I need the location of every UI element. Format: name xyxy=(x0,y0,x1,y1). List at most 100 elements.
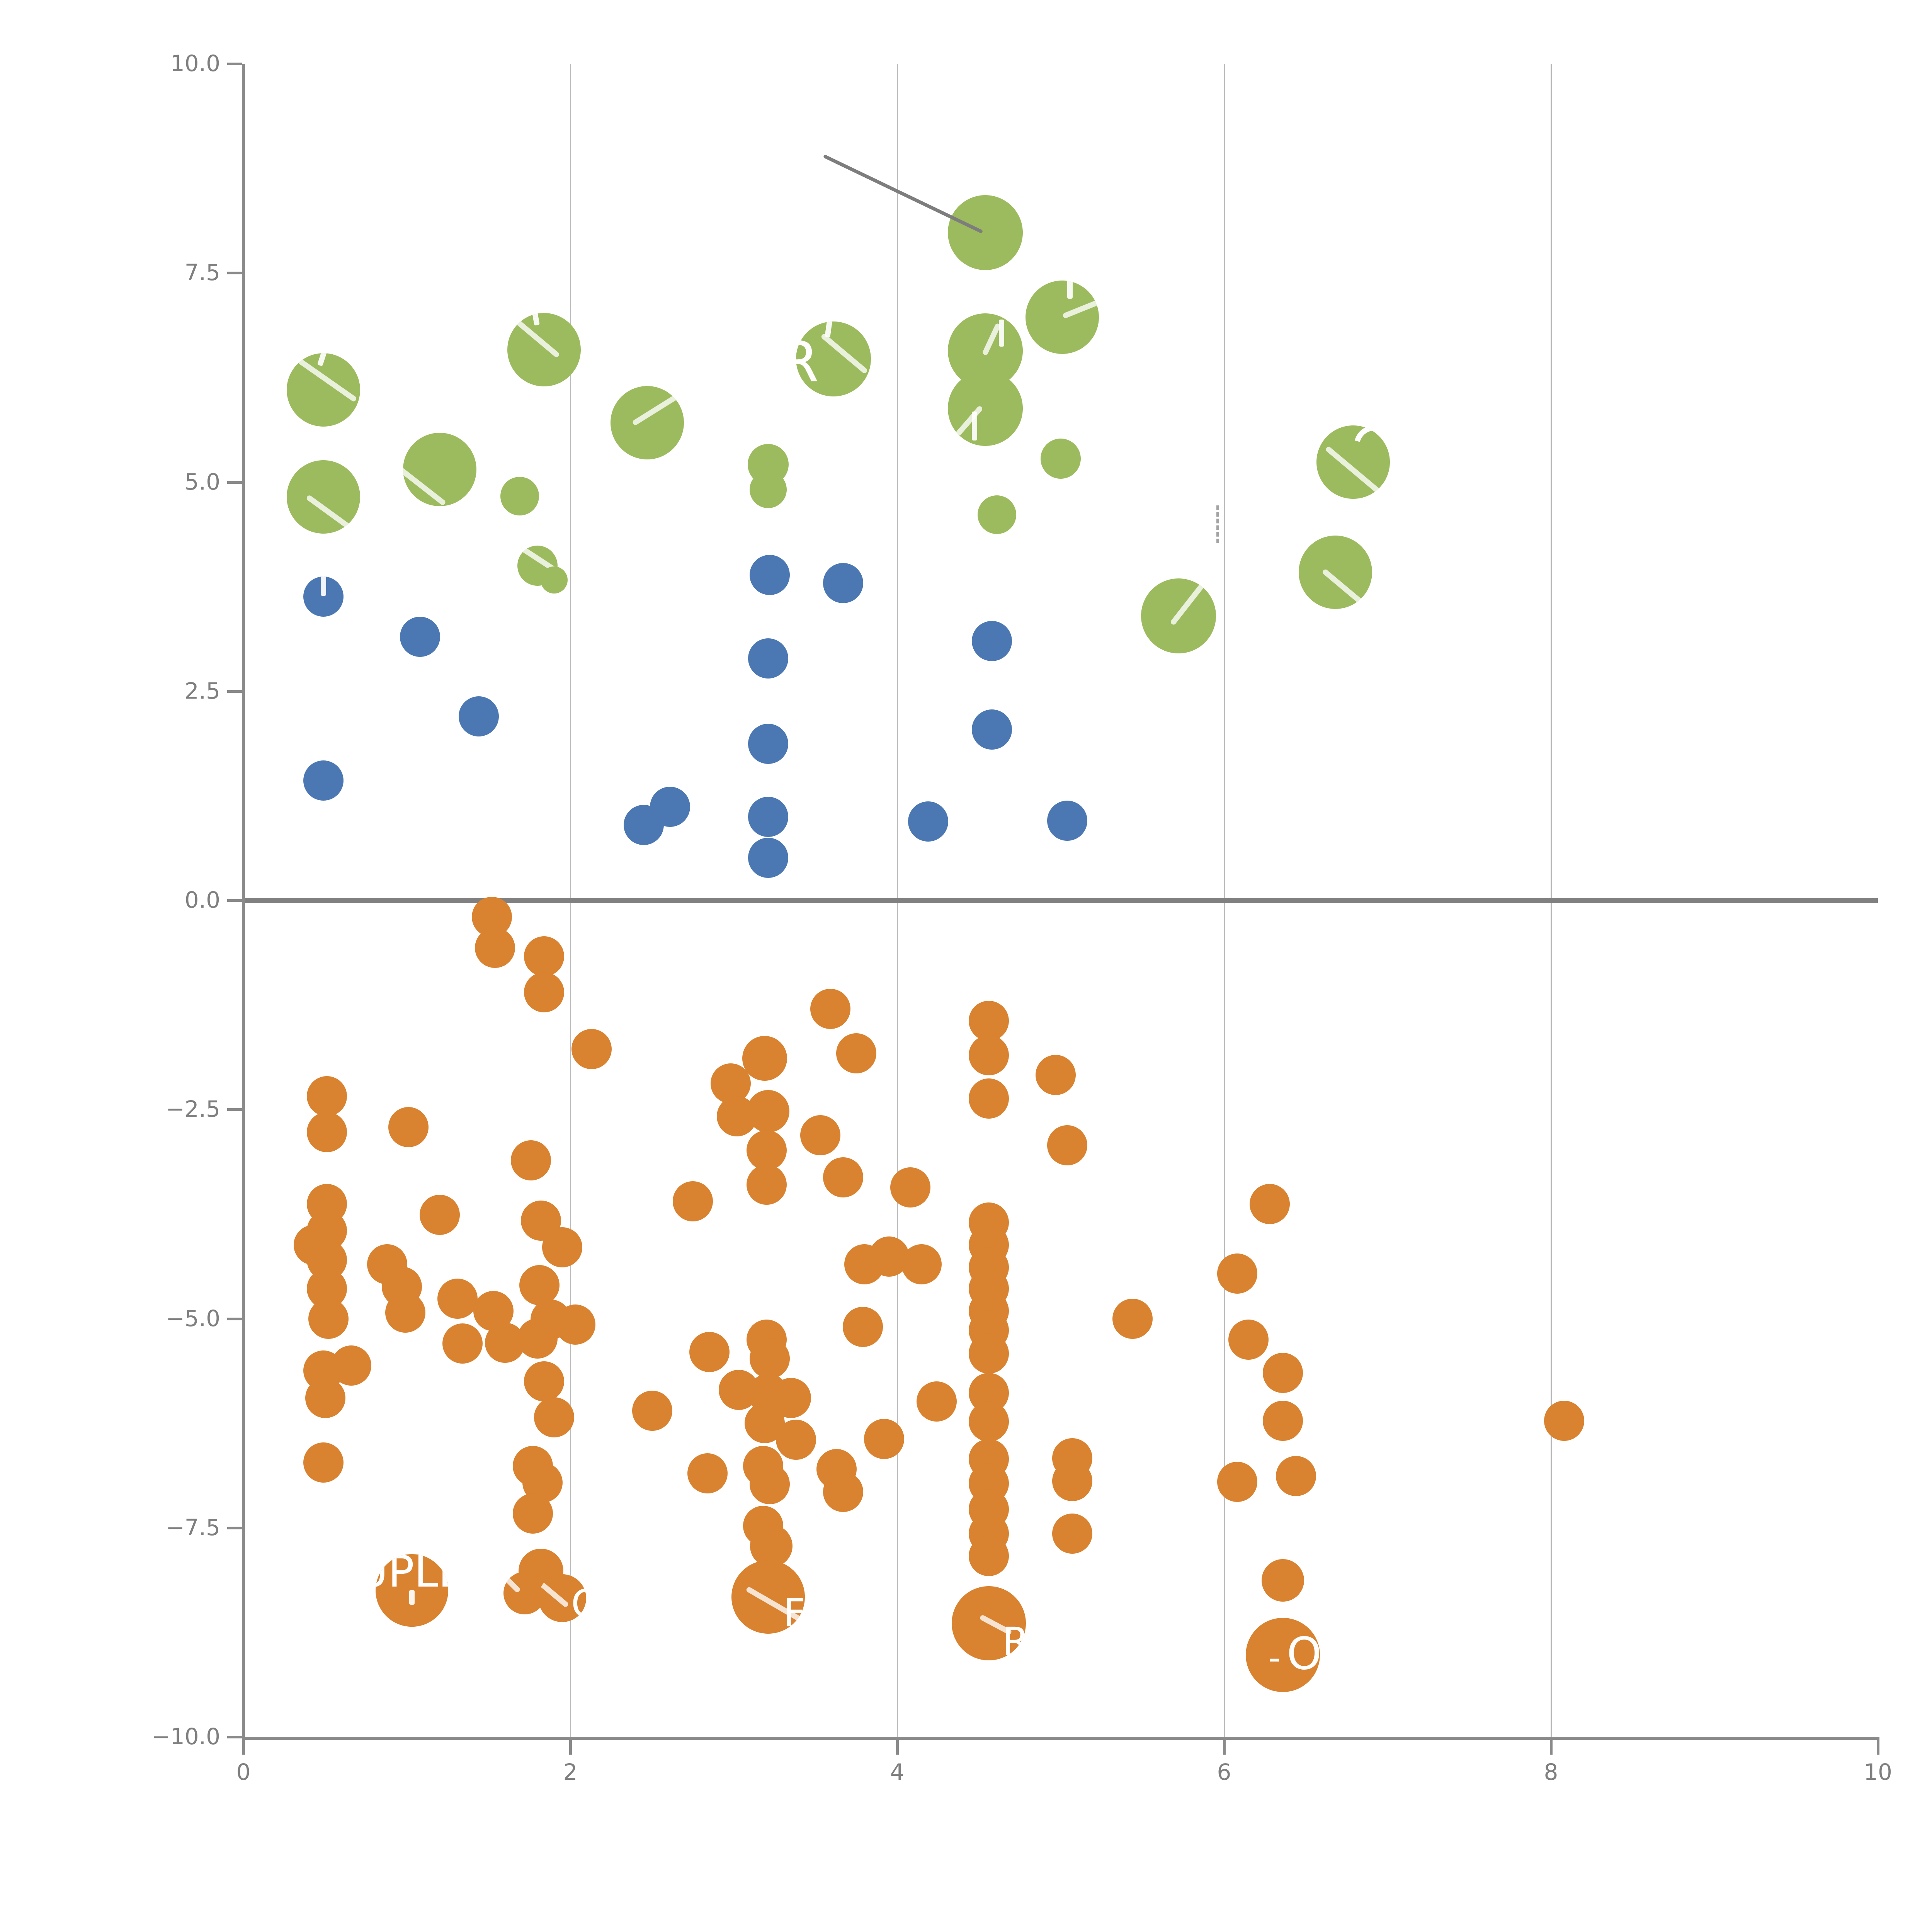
label-fragment-tick xyxy=(321,577,327,596)
orange-dot xyxy=(306,1112,347,1152)
orange-dot xyxy=(1262,1559,1304,1602)
label-fragment-slash xyxy=(1169,578,1212,626)
dashed-segment xyxy=(1216,505,1219,543)
orange-dot xyxy=(1052,1461,1092,1501)
x-tick-4 xyxy=(896,1740,899,1755)
blue-dot xyxy=(303,760,344,801)
y-tick-7.5 xyxy=(227,272,242,275)
label-fragment-tick xyxy=(409,1590,415,1605)
orange-dot xyxy=(1052,1513,1092,1554)
orange-dot xyxy=(437,1278,478,1319)
orange-dot xyxy=(673,1181,713,1222)
y-tick--2.5 xyxy=(227,1108,242,1111)
y-tick-label: −10.0 xyxy=(151,1723,220,1750)
x-tick-6 xyxy=(1223,1740,1226,1755)
orange-dot xyxy=(385,1293,425,1333)
orange-dot xyxy=(475,928,515,968)
orange-dot xyxy=(511,1140,551,1181)
green-bubble xyxy=(1026,280,1099,354)
label-fragment-slash xyxy=(631,386,684,426)
orange-dot xyxy=(747,1090,789,1133)
orange-dot xyxy=(689,1332,730,1372)
orange-dot xyxy=(687,1453,728,1494)
orange-dot xyxy=(843,1307,883,1347)
label-fragment-tick xyxy=(317,353,328,367)
blue-dot xyxy=(748,724,788,764)
y-tick-label: 5.0 xyxy=(184,468,220,495)
label-fragment-slash xyxy=(982,322,1002,356)
y-tick--10 xyxy=(227,1736,242,1738)
orange-dot: O- xyxy=(1246,1617,1320,1692)
orange-dot xyxy=(864,1419,905,1459)
orange-dot xyxy=(1263,1400,1303,1441)
orange-dot xyxy=(1217,1461,1257,1502)
orange-dot xyxy=(1228,1319,1269,1360)
orange-dot xyxy=(331,1345,372,1386)
orange-dot xyxy=(571,1029,612,1070)
blue-dot xyxy=(823,563,864,604)
orange-dot xyxy=(1112,1298,1153,1339)
blue-dot xyxy=(748,837,788,878)
orange-dot xyxy=(524,972,565,1013)
x-tick-8 xyxy=(1550,1740,1553,1755)
green-bubble xyxy=(1316,425,1390,499)
green-bubble xyxy=(507,313,581,387)
label-fragment-slash xyxy=(1062,300,1098,319)
orange-dot xyxy=(750,1525,793,1568)
orange-dot xyxy=(555,1304,595,1345)
x-axis-spine xyxy=(242,1737,1879,1740)
orange-dot xyxy=(968,1333,1009,1374)
orange-dot xyxy=(632,1390,672,1431)
label-fragment-slash xyxy=(955,405,983,437)
orange-dot xyxy=(968,1000,1009,1041)
blue-dot xyxy=(1047,801,1087,841)
orange-dot xyxy=(901,1244,942,1284)
orange-dot xyxy=(308,1298,349,1339)
blue-dot xyxy=(650,786,690,827)
y-tick--7.5 xyxy=(227,1526,242,1529)
orange-dot xyxy=(776,1420,816,1460)
orange-dot xyxy=(810,989,850,1029)
orange-dot xyxy=(800,1115,841,1156)
y-tick--5 xyxy=(227,1317,242,1320)
orange-dot xyxy=(1544,1400,1584,1441)
green-bubble xyxy=(978,495,1017,534)
blue-dot xyxy=(748,638,788,679)
label-fragment-text: O xyxy=(1287,1628,1320,1680)
orange-dot xyxy=(524,936,565,977)
orange-dot xyxy=(1036,1055,1076,1095)
orange-dot xyxy=(512,1493,553,1534)
annotation-line xyxy=(823,154,983,234)
blue-dot xyxy=(303,577,344,617)
orange-dot xyxy=(968,1401,1009,1442)
orange-dot xyxy=(916,1381,957,1422)
orange-dot xyxy=(836,1033,877,1074)
x-tick-10 xyxy=(1877,1740,1879,1755)
y-tick-5 xyxy=(227,481,242,484)
x-tick-0 xyxy=(242,1740,245,1755)
x-tick-label: 10 xyxy=(1864,1759,1892,1785)
label-fragment-text: - xyxy=(1268,1637,1281,1678)
orange-dot xyxy=(968,1536,1009,1577)
label-fragment-tick xyxy=(531,313,540,326)
y-tick-label: −5.0 xyxy=(166,1305,220,1332)
green-bubble xyxy=(1298,536,1372,609)
orange-dot xyxy=(890,1167,930,1208)
orange-dot xyxy=(419,1195,460,1235)
green-bubble xyxy=(610,386,684,459)
y-tick-label: −2.5 xyxy=(166,1096,220,1122)
blue-dot xyxy=(400,617,440,657)
orange-dot xyxy=(750,1338,790,1379)
x-tick-label: 4 xyxy=(890,1759,905,1785)
orange-dot xyxy=(1217,1253,1257,1294)
orange-dot: F xyxy=(731,1560,805,1634)
orange-dot xyxy=(746,1130,787,1171)
orange-dot xyxy=(534,1397,574,1437)
y-tick-label: 10.0 xyxy=(170,50,220,77)
blue-dot xyxy=(908,801,949,842)
orange-dot xyxy=(823,1157,864,1197)
label-fragment-slash xyxy=(306,494,361,534)
y-tick-2.5 xyxy=(227,690,242,693)
orange-dot xyxy=(519,1265,560,1305)
orange-dot xyxy=(517,1318,558,1359)
